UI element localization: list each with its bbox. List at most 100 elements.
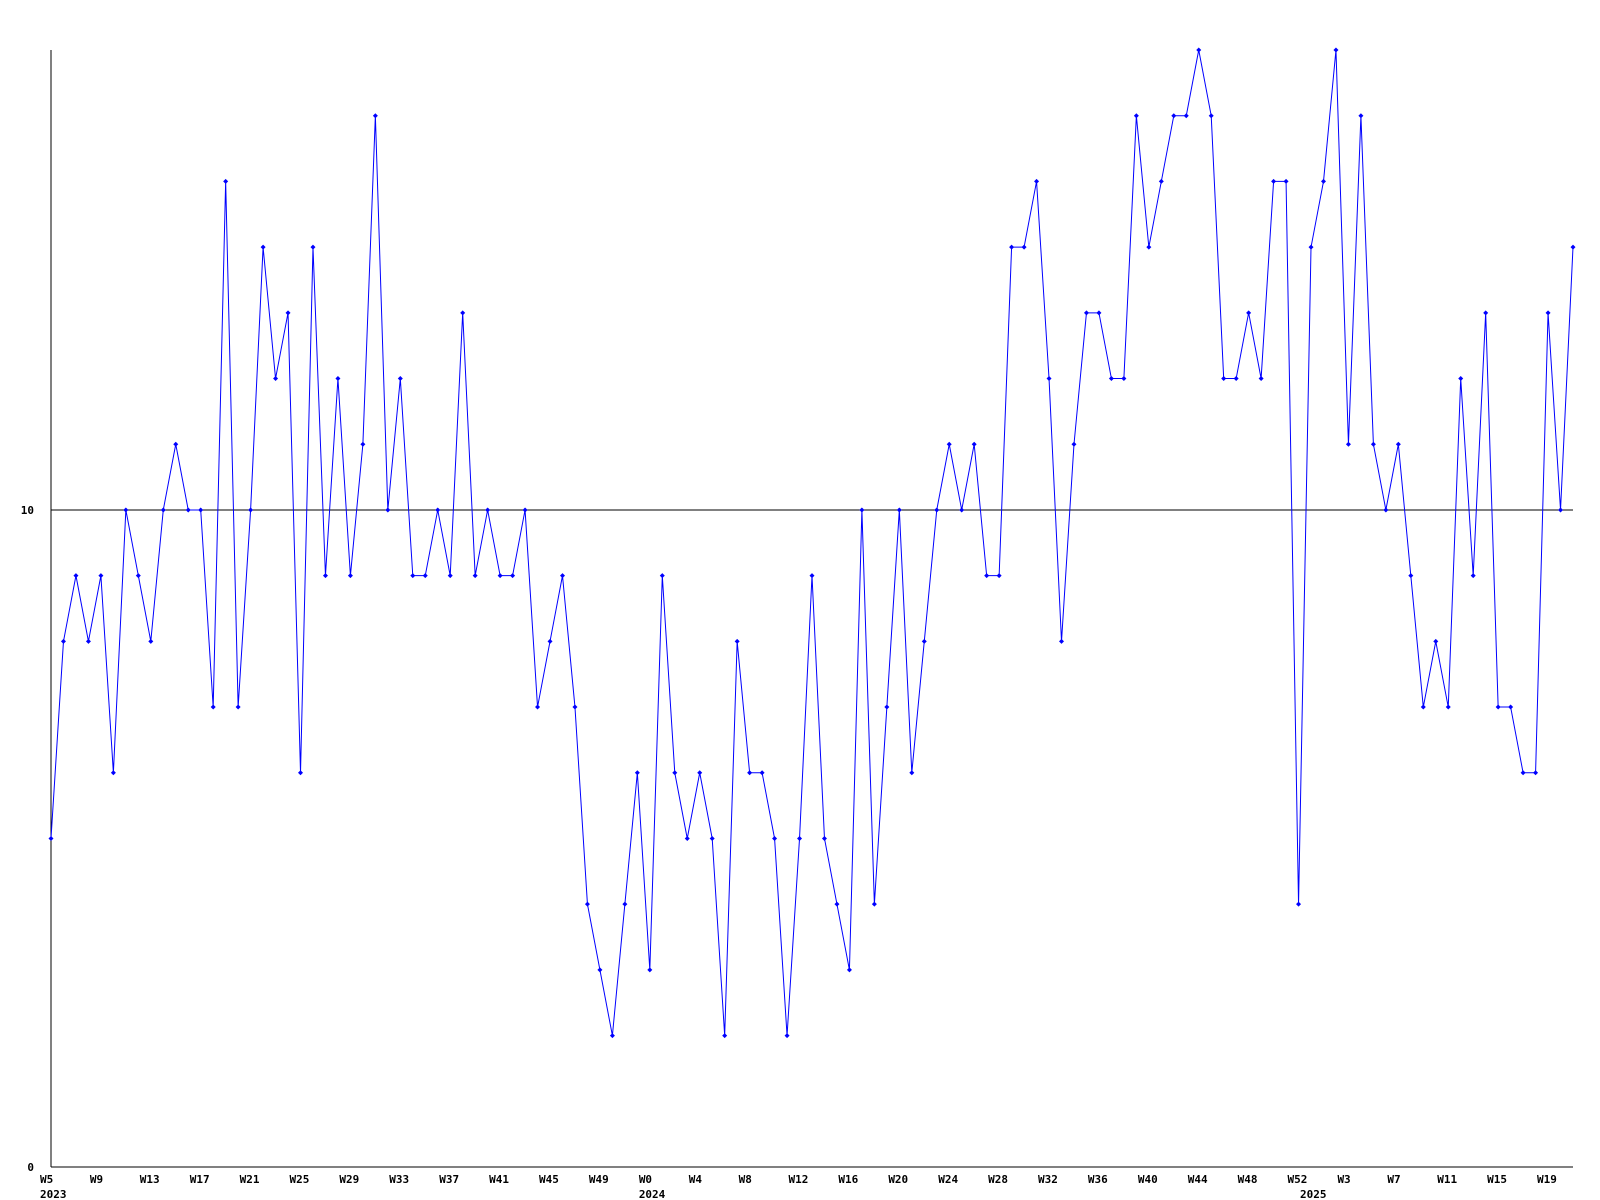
x-tick-label: W12 <box>789 1173 809 1186</box>
point-marker <box>946 441 952 447</box>
point-marker <box>497 573 503 579</box>
x-tick-label: W20 <box>888 1173 908 1186</box>
x-tick-label: W8 <box>739 1173 752 1186</box>
point-marker <box>1358 113 1364 119</box>
point-marker <box>647 967 653 973</box>
point-marker <box>1533 770 1539 776</box>
point-marker <box>971 441 977 447</box>
point-marker <box>709 835 715 841</box>
point-marker <box>60 638 66 644</box>
point-marker <box>884 704 890 710</box>
point-marker <box>1320 178 1326 184</box>
x-tick-label: W37 <box>439 1173 459 1186</box>
point-marker <box>123 507 129 513</box>
point-marker <box>1283 178 1289 184</box>
point-marker <box>335 376 341 382</box>
x-tick-label: W28 <box>988 1173 1008 1186</box>
point-marker <box>397 376 403 382</box>
point-marker <box>273 376 279 382</box>
point-marker <box>1545 310 1551 316</box>
x-tick-label: W29 <box>339 1173 359 1186</box>
y-tick-label: 10 <box>21 504 34 517</box>
point-marker <box>659 573 665 579</box>
x-tick-label: W17 <box>190 1173 210 1186</box>
point-marker <box>547 638 553 644</box>
point-marker <box>1408 573 1414 579</box>
point-marker <box>1308 244 1314 250</box>
point-marker <box>846 967 852 973</box>
point-marker <box>347 573 353 579</box>
point-marker <box>1133 113 1139 119</box>
point-marker <box>934 507 940 513</box>
point-marker <box>1233 376 1239 382</box>
x-tick-label: W7 <box>1387 1173 1400 1186</box>
point-marker <box>85 638 91 644</box>
point-marker <box>609 1033 615 1039</box>
point-marker <box>1271 178 1277 184</box>
point-marker <box>1558 507 1564 513</box>
x-tick-label: W5 <box>40 1173 53 1186</box>
point-marker <box>859 507 865 513</box>
point-marker <box>1508 704 1514 710</box>
point-marker <box>1333 47 1339 53</box>
point-marker <box>1246 310 1252 316</box>
point-marker <box>110 770 116 776</box>
point-marker <box>248 507 254 513</box>
point-marker <box>809 573 815 579</box>
x-tick-label: W19 <box>1537 1173 1557 1186</box>
point-marker <box>422 573 428 579</box>
point-marker <box>1034 178 1040 184</box>
x-tick-label: W32 <box>1038 1173 1058 1186</box>
point-marker <box>73 573 79 579</box>
point-marker <box>747 770 753 776</box>
x-tick-label: W15 <box>1487 1173 1507 1186</box>
x-tick-label: W3 <box>1337 1173 1350 1186</box>
point-marker <box>535 704 541 710</box>
y-tick-label: 0 <box>27 1161 34 1174</box>
point-marker <box>1121 376 1127 382</box>
point-marker <box>1483 310 1489 316</box>
point-marker <box>1146 244 1152 250</box>
x-tick-label: W16 <box>838 1173 858 1186</box>
point-marker <box>759 770 765 776</box>
x-tick-label: W24 <box>938 1173 958 1186</box>
point-marker <box>472 573 478 579</box>
point-marker <box>1345 441 1351 447</box>
x-tick-label: W33 <box>389 1173 409 1186</box>
x-tick-label: W4 <box>689 1173 703 1186</box>
point-marker <box>634 770 640 776</box>
x-tick-label: W0 <box>639 1173 652 1186</box>
x-tick-label: W9 <box>90 1173 103 1186</box>
point-marker <box>460 310 466 316</box>
x-year-label: 2023 <box>40 1188 67 1200</box>
x-tick-label: W44 <box>1188 1173 1208 1186</box>
point-marker <box>173 441 179 447</box>
point-marker <box>385 507 391 513</box>
point-marker <box>871 901 877 907</box>
point-marker <box>1520 770 1526 776</box>
point-marker <box>996 573 1002 579</box>
point-marker <box>684 835 690 841</box>
point-marker <box>160 507 166 513</box>
point-marker <box>410 573 416 579</box>
x-year-label: 2024 <box>639 1188 666 1200</box>
point-marker <box>223 178 229 184</box>
point-marker <box>909 770 915 776</box>
point-marker <box>1383 507 1389 513</box>
point-marker <box>1183 113 1189 119</box>
point-marker <box>435 507 441 513</box>
point-marker <box>959 507 965 513</box>
series-line <box>50 49 1574 1036</box>
point-marker <box>260 244 266 250</box>
point-marker <box>734 638 740 644</box>
x-tick-label: W25 <box>290 1173 310 1186</box>
x-tick-label: W11 <box>1437 1173 1457 1186</box>
x-year-label: 2025 <box>1300 1188 1327 1200</box>
point-marker <box>1208 113 1214 119</box>
point-marker <box>1370 441 1376 447</box>
point-marker <box>821 835 827 841</box>
x-tick-label: W36 <box>1088 1173 1108 1186</box>
point-marker <box>1495 704 1501 710</box>
x-tick-label: W13 <box>140 1173 160 1186</box>
